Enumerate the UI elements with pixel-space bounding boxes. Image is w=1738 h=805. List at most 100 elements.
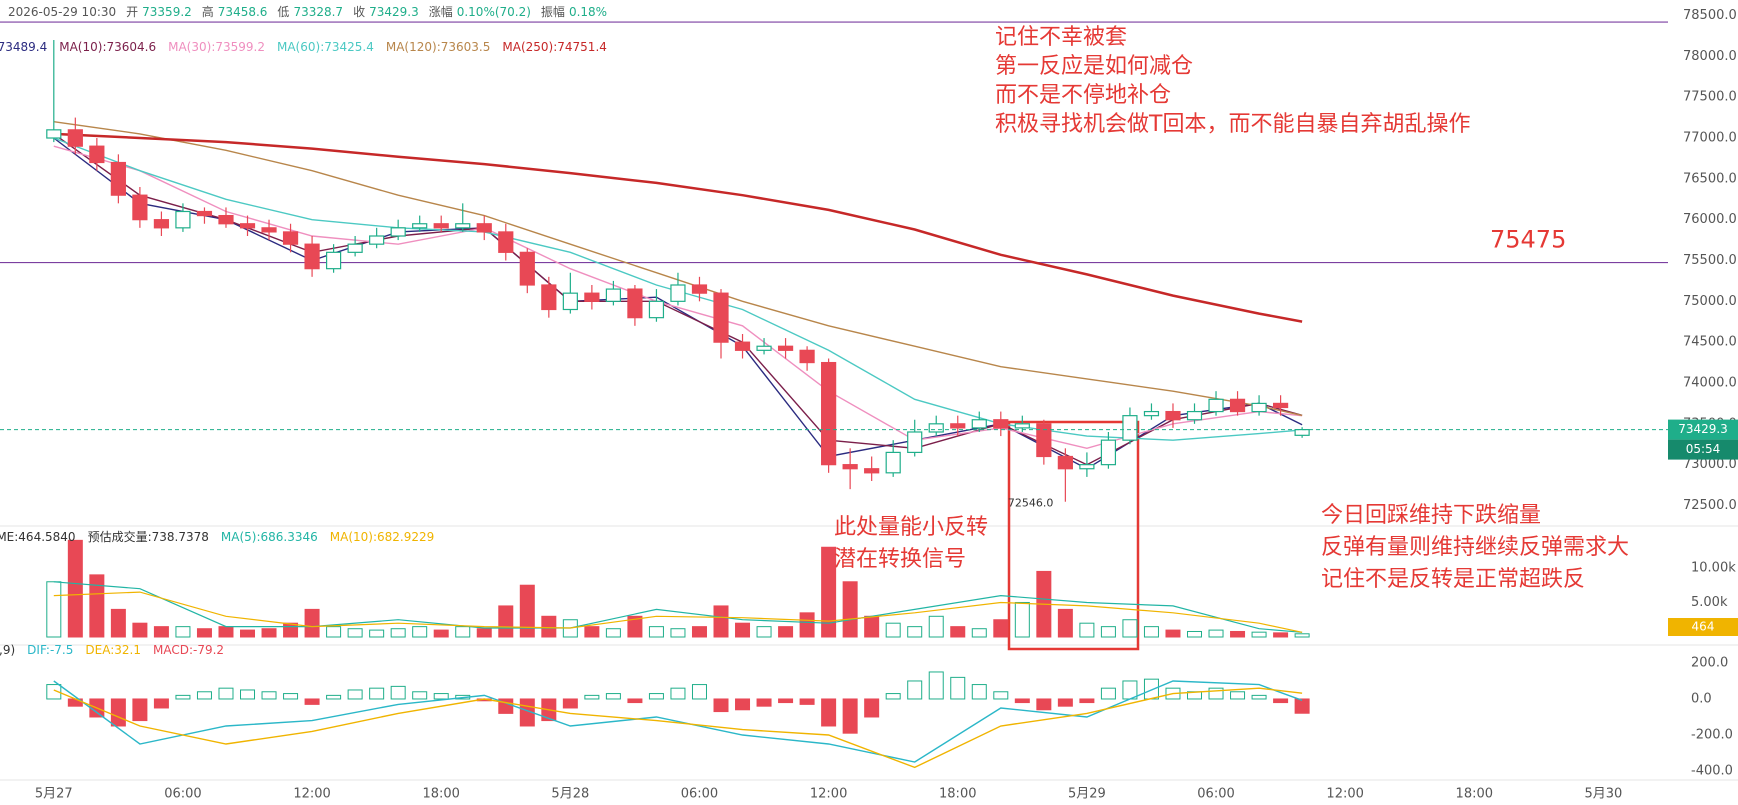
volume-bar [907, 626, 923, 638]
candle-body [282, 231, 299, 245]
candle-body [498, 231, 514, 253]
macd-bar [691, 684, 707, 700]
candle-body [369, 235, 385, 245]
ma-line [53, 132, 1303, 323]
volume-bar [390, 628, 406, 638]
volume-ma-line [53, 591, 1303, 633]
candle-body [885, 451, 901, 474]
macd-bar [1079, 698, 1095, 704]
volume-bar [153, 626, 169, 638]
annotation: 反弹有量则维持继续反弹需求大 [1321, 535, 1629, 560]
volume-bar [799, 612, 815, 638]
volume-bar [519, 584, 535, 638]
macd-bar [390, 685, 406, 700]
volume-bar [261, 628, 277, 638]
annotation: 而不是不停地补仓 [995, 83, 1171, 108]
header-label: 涨幅 [429, 4, 453, 19]
macd-bar [885, 693, 901, 700]
legend-text: : [373, 530, 377, 544]
legend-text: : [211, 40, 215, 54]
candle-body [1122, 415, 1138, 441]
legend-text: : [189, 643, 193, 657]
legend-item: MA(30):73599.2 [168, 40, 265, 54]
x-tick-label: 06:00 [681, 787, 718, 802]
volume-bar [1251, 631, 1267, 638]
volume-bar [1273, 632, 1289, 638]
macd-tick-label: -200.0 [1691, 727, 1733, 742]
candle-body [390, 227, 406, 237]
header-value: 73429.3 [369, 5, 419, 19]
countdown-badge [1668, 439, 1738, 460]
legend-item: DIF:-7.5 [27, 643, 73, 657]
legend-text: -79.2 [193, 643, 224, 657]
macd-bar [821, 698, 837, 727]
x-tick-label: 12:00 [810, 787, 847, 802]
legend-text: 464.5840 [18, 530, 75, 544]
legend-text: 预估成交量 [88, 529, 148, 544]
macd-bar [799, 698, 815, 705]
y-tick-label: 74500.0 [1683, 335, 1737, 350]
candle-body [627, 288, 643, 319]
volume-bar [347, 628, 363, 638]
volume-bar [778, 626, 794, 638]
candle-body [110, 161, 126, 196]
legend-text: 686.3346 [261, 530, 318, 544]
y-tick-label: 73000.0 [1683, 457, 1737, 472]
candle-body [993, 419, 1009, 429]
volume-bar [756, 626, 772, 638]
annotation: 潜在转换信号 [834, 547, 966, 572]
header-value: 73328.7 [293, 5, 343, 19]
legend-item: MA(10):682.9229 [330, 530, 435, 544]
legend-text: DIF [27, 643, 47, 657]
volume-bar [369, 629, 385, 638]
candle-body [1014, 423, 1030, 429]
legend-item: MA(5):73489.4 [0, 40, 47, 54]
volume-bar [110, 608, 126, 638]
candle-body [89, 145, 105, 164]
legend-text: : [46, 643, 50, 657]
x-tick-label: 12:00 [1326, 787, 1363, 802]
volume-bar [1100, 626, 1116, 638]
header: 2026-05-29 10:30 开 73359.2 高 73458.6 低 73328.7… [8, 4, 607, 19]
macd-bar [993, 691, 1009, 700]
price-badge [1668, 419, 1738, 440]
volume-bar [476, 628, 492, 638]
volume-bar [842, 581, 858, 638]
candle-body [175, 210, 191, 229]
candle-body [1165, 410, 1181, 421]
legend-item: MA(10):73604.6 [59, 40, 156, 54]
volume-bar [885, 622, 901, 638]
candle-body [326, 251, 342, 270]
volume-bar [455, 626, 471, 638]
volume-bar [304, 608, 320, 638]
macd-bar [153, 698, 169, 709]
annotation: 此处量能小反转 [834, 515, 988, 540]
x-tick-label: 18:00 [422, 787, 459, 802]
volume-tick-label: 10.00k [1691, 560, 1736, 575]
volume-bar [433, 629, 449, 638]
header-value: 0.18% [569, 5, 607, 19]
legend-text: -7.5 [50, 643, 73, 657]
macd-bar [1036, 698, 1052, 711]
legend-text: : [14, 530, 18, 544]
volume-bar [89, 574, 105, 638]
header-label: 振幅 [541, 4, 565, 19]
legend-item: MACD:-79.2 [153, 643, 224, 657]
candle-body [864, 468, 880, 474]
volume-bar [928, 615, 944, 638]
macd-bar [240, 689, 256, 700]
macd-bar [110, 698, 126, 727]
macd-bar [648, 693, 664, 700]
x-tick-label: 12:00 [293, 787, 330, 802]
macd-bar [605, 693, 621, 700]
candle-body [777, 345, 794, 351]
volume-bar [1165, 629, 1181, 638]
volume-bar [1230, 630, 1246, 638]
volume-bar [1014, 601, 1030, 638]
volume-bar [627, 615, 643, 638]
candle-body [1186, 410, 1203, 421]
y-tick-label: 72500.0 [1683, 498, 1737, 513]
legend-text: MA(60) [277, 40, 320, 54]
candle-body [304, 243, 320, 270]
